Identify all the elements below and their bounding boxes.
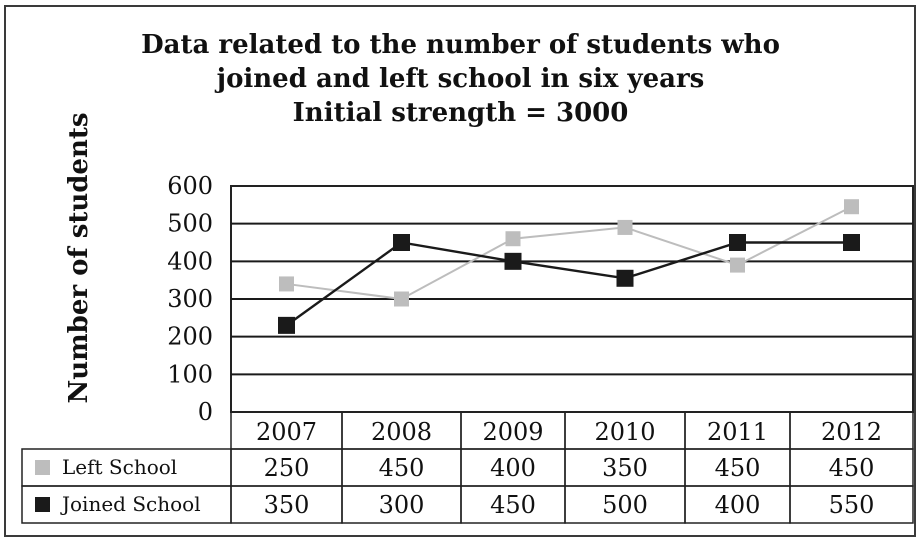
data-point [843,234,860,251]
data-point [616,269,634,287]
chart-title-line-3: Initial strength = 3000 [292,98,629,128]
data-point [393,234,410,251]
chart-title-line-1: Data related to the number of students w… [141,30,780,60]
table-value: 550 [829,491,875,519]
table-cell [789,485,914,524]
y-tick-label: 400 [167,247,213,275]
table-value: 400 [490,454,536,482]
data-point [278,316,295,334]
data-point [394,291,409,307]
data-point [617,219,633,235]
legend-label: Joined School [60,492,201,516]
series-line [285,241,852,327]
y-tick-label: 600 [167,172,213,200]
table-value: 450 [490,491,536,519]
x-category-label: 2009 [482,418,543,446]
table-value: 450 [379,454,425,482]
x-category-label: 2008 [371,418,432,446]
x-category-label: 2011 [707,418,768,446]
table-value: 350 [264,491,310,519]
data-point [729,234,746,251]
y-tick-label: 500 [167,210,213,238]
table-value: 500 [602,491,648,519]
table-value: 250 [264,454,310,482]
y-tick-label: 100 [167,360,213,388]
legend-swatch [35,497,50,512]
series-line [286,205,852,301]
x-category-label: 2010 [594,418,655,446]
legend-swatch [35,460,50,475]
data-point [730,257,745,273]
table-value: 350 [602,454,648,482]
x-category-label: 2007 [256,418,317,446]
data-point [505,231,521,247]
y-tick-label: 300 [167,285,213,313]
table-value: 450 [829,454,875,482]
data-point [844,199,859,215]
y-tick-label: 200 [167,323,213,351]
table-value: 450 [715,454,761,482]
y-tick-label: 0 [198,398,213,426]
x-category-label: 2012 [821,418,882,446]
table-value: 400 [715,491,761,519]
chart-title-line-2: joined and left school in six years [216,64,705,94]
data-point [279,276,294,292]
table-value: 300 [379,491,425,519]
legend-label: Left School [62,455,177,479]
data-point [504,252,522,270]
